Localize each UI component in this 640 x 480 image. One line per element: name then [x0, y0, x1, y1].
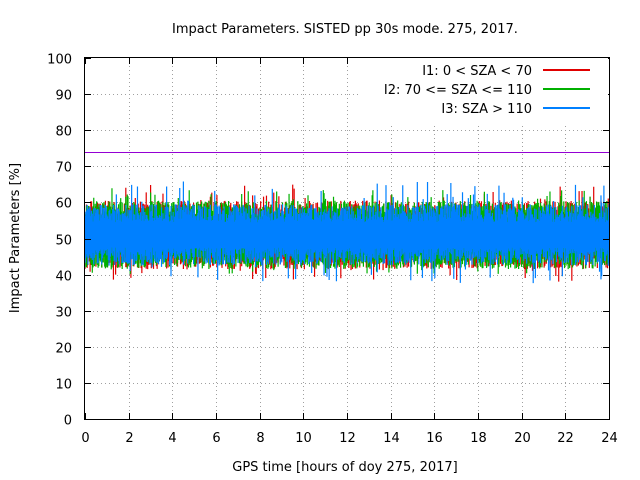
y-tick-label: 70 [55, 161, 72, 176]
x-tick-label: 16 [426, 431, 443, 446]
x-tick-label: 12 [339, 431, 356, 446]
x-tick-labels: 0 2 4 6 8 10 12 14 16 18 20 22 24 [81, 431, 617, 446]
y-tick-label: 100 [47, 53, 72, 68]
y-tick-label: 60 [55, 197, 72, 212]
x-tick-label: 20 [514, 431, 531, 446]
y-tick-label: 80 [55, 125, 72, 140]
y-tick-label: 20 [55, 342, 72, 357]
tick-marks [85, 58, 610, 420]
x-axis-label: GPS time [hours of doy 275, 2017] [232, 460, 457, 475]
y-tick-label: 50 [55, 234, 72, 249]
x-tick-label: 18 [470, 431, 487, 446]
y-axis-label: Impact Parameters [%] [8, 163, 23, 313]
y-tick-labels: 0 10 20 30 40 50 60 70 80 90 100 [47, 53, 72, 429]
y-tick-label: 0 [64, 414, 72, 429]
x-tick-label: 10 [295, 431, 312, 446]
x-tick-label: 24 [601, 431, 618, 446]
y-tick-label: 40 [55, 270, 72, 285]
x-tick-label: 22 [557, 431, 574, 446]
legend: I1: 0 < SZA < 70 I2: 70 <= SZA <= 110 I3: … [360, 58, 608, 124]
legend-label: I3: SZA > 110 [441, 102, 532, 117]
y-tick-label: 30 [55, 306, 72, 321]
plot-frame [84, 57, 610, 420]
x-tick-label: 6 [212, 431, 220, 446]
legend-label: I1: 0 < SZA < 70 [422, 64, 532, 79]
x-tick-label: 8 [256, 431, 264, 446]
legend-label: I2: 70 <= SZA <= 110 [384, 83, 532, 98]
x-tick-label: 14 [383, 431, 400, 446]
x-tick-label: 4 [168, 431, 176, 446]
y-tick-label: 90 [55, 89, 72, 104]
chart-title: Impact Parameters. SISTED pp 30s mode. 2… [172, 22, 518, 37]
x-tick-label: 0 [81, 431, 89, 446]
x-tick-label: 2 [125, 431, 133, 446]
y-tick-label: 10 [55, 378, 72, 393]
